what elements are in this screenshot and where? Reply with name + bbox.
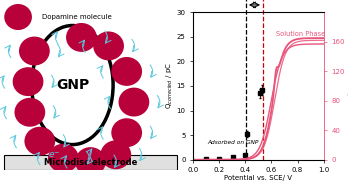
Circle shape [13,67,44,96]
Circle shape [75,147,106,176]
Text: e$^{-}$: e$^{-}$ [48,150,61,160]
Circle shape [19,37,50,66]
Circle shape [111,118,142,147]
Text: Dopamine molecule: Dopamine molecule [42,14,111,20]
Text: Microdisc electrode: Microdisc electrode [44,158,137,167]
Y-axis label: Q$_{corrected}$ / pC: Q$_{corrected}$ / pC [165,63,175,109]
X-axis label: Potential vs. SCE/ V: Potential vs. SCE/ V [224,175,292,181]
Circle shape [15,98,45,127]
Text: Solution Phase: Solution Phase [276,31,325,37]
Circle shape [66,23,97,52]
Circle shape [101,140,131,169]
Text: Adsorbed on GNP: Adsorbed on GNP [207,140,259,145]
Circle shape [48,144,79,173]
Ellipse shape [32,26,113,145]
Circle shape [24,127,55,156]
Circle shape [93,32,124,60]
Circle shape [119,88,149,116]
Text: GNP: GNP [56,78,89,92]
Bar [3,155,177,170]
Circle shape [4,4,32,30]
Y-axis label: Current / nA: Current / nA [346,65,348,107]
Circle shape [111,57,142,86]
